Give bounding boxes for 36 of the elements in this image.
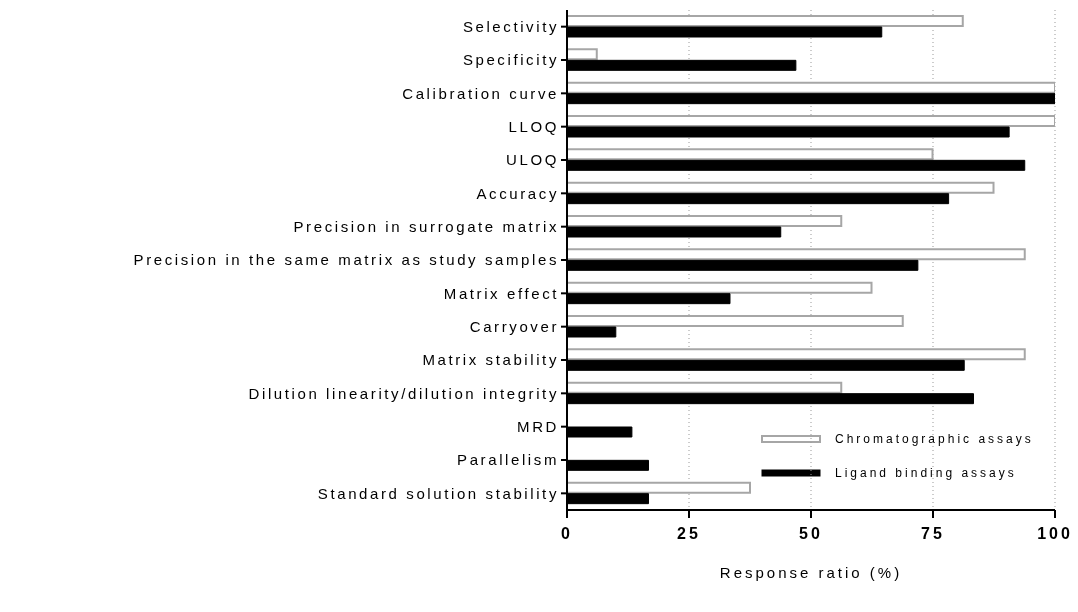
x-axis-title: Response ratio (%) xyxy=(719,564,903,581)
legend-label: Chromatographic assays xyxy=(835,432,1034,446)
bar xyxy=(567,481,751,494)
bar xyxy=(567,181,995,194)
x-tick-label: 0 xyxy=(561,525,573,543)
legend-label: Ligand binding assays xyxy=(835,466,1017,480)
bar xyxy=(567,281,873,294)
y-tick-label: Standard solution stability xyxy=(317,484,559,502)
bar xyxy=(567,348,1026,361)
bar xyxy=(567,15,964,27)
y-tick-label: Calibration curve xyxy=(402,84,559,102)
bar xyxy=(567,48,598,61)
x-tick-label: 50 xyxy=(799,525,823,543)
y-tick-label: LLOQ xyxy=(508,117,559,135)
bar xyxy=(567,115,1055,127)
bar xyxy=(567,81,1055,94)
x-tick-label: 25 xyxy=(677,525,701,543)
bar xyxy=(567,148,934,161)
y-tick-label: Accuracy xyxy=(476,184,559,202)
y-tick-label: Carryover xyxy=(469,317,559,335)
bar xyxy=(567,248,1026,261)
y-tick-label: Specificity xyxy=(462,51,559,69)
bar xyxy=(567,315,904,327)
y-tick-label: MRD xyxy=(517,417,559,435)
x-tick-label: 100 xyxy=(1037,525,1073,543)
y-tick-label: Selectivity xyxy=(462,17,559,35)
y-tick-label: Matrix stability xyxy=(422,351,559,369)
y-tick-label: Precision in surrogate matrix xyxy=(293,217,559,235)
y-tick-label: Parallelism xyxy=(457,451,559,469)
bar xyxy=(567,215,843,227)
y-tick-label: Dilution linearity/dilution integrity xyxy=(248,384,559,402)
y-tick-label: Matrix effect xyxy=(443,284,559,302)
bar xyxy=(567,381,843,394)
x-tick-label: 75 xyxy=(921,525,945,543)
y-tick-label: ULOQ xyxy=(506,151,559,169)
y-tick-label: Precision in the same matrix as study samples xyxy=(133,251,559,269)
